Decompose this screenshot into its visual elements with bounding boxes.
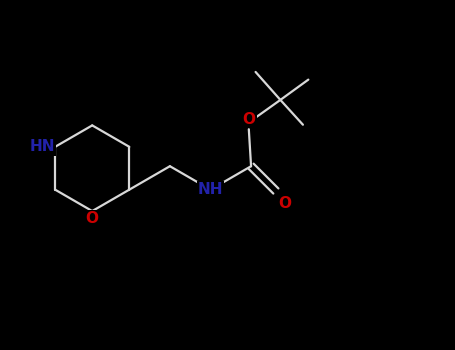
Text: HN: HN bbox=[30, 139, 55, 154]
Text: O: O bbox=[243, 112, 255, 127]
Text: O: O bbox=[278, 196, 291, 210]
Text: O: O bbox=[86, 211, 99, 226]
Text: NH: NH bbox=[198, 182, 223, 197]
